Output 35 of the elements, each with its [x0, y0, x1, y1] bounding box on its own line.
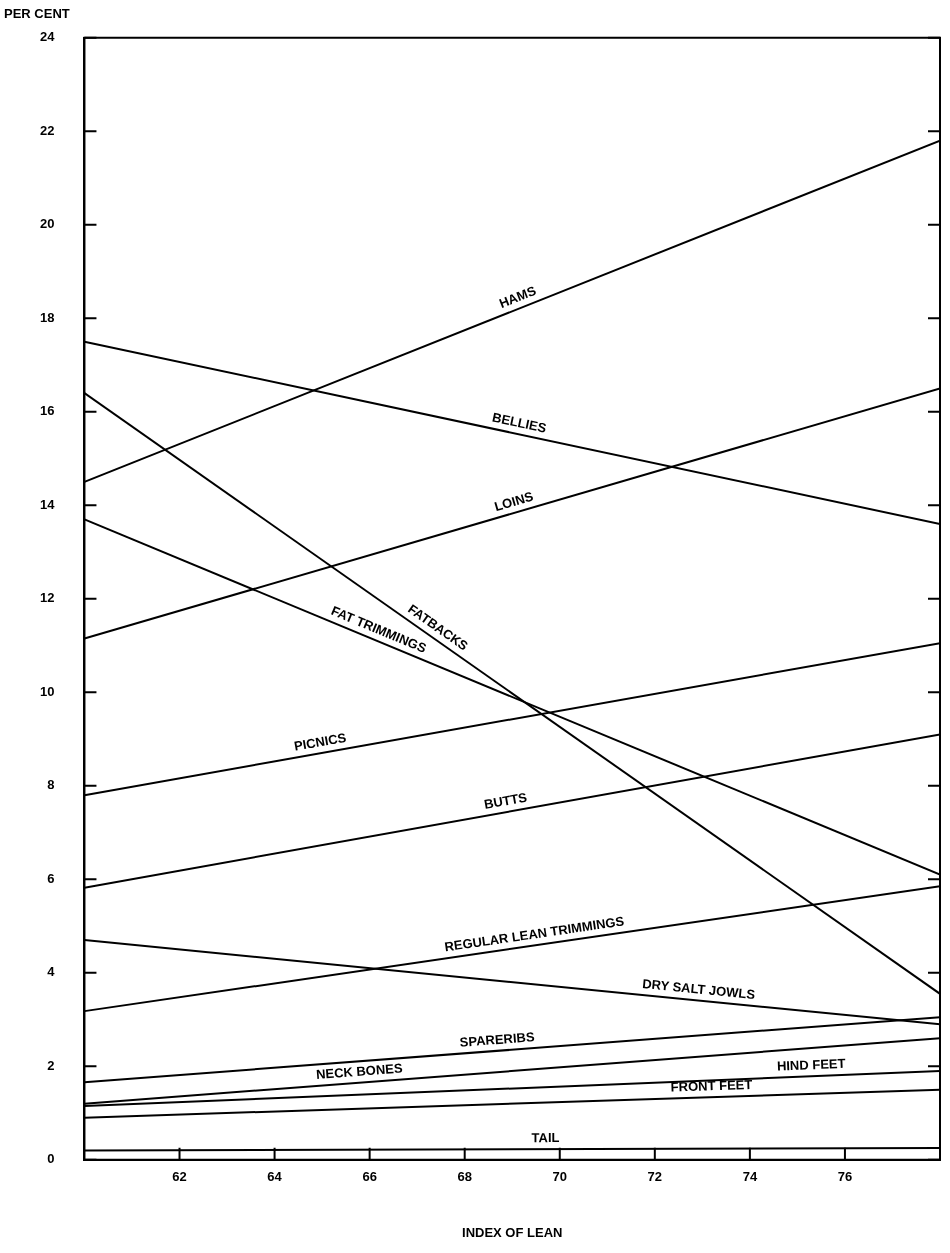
x-tick-label: 64 [267, 1169, 283, 1185]
y-tick-label: 16 [39, 403, 55, 419]
y-tick-label: 12 [39, 590, 55, 606]
y-tick-label: 10 [39, 683, 55, 699]
annotation: NECK BONES [315, 1060, 404, 1083]
annotation: TAIL [531, 1130, 560, 1146]
x-tick-label: 70 [552, 1169, 567, 1185]
x-tick-label: 68 [457, 1169, 472, 1185]
annotation: HAMS [496, 282, 539, 311]
x-axis-title: INDEX OF LEAN [462, 1224, 563, 1240]
y-tick-label: 4 [47, 964, 56, 980]
annotation: HIND FEET [776, 1055, 846, 1074]
x-tick-label: 62 [172, 1169, 187, 1185]
annotation: REGULAR LEAN TRIMMINGS [443, 913, 626, 955]
annotation: DRY SALT JOWLS [641, 976, 757, 1003]
annotation: FRONT FEET [670, 1076, 753, 1095]
y-tick-label: 0 [47, 1151, 55, 1167]
annotation: BELLIES [490, 409, 549, 436]
annotation: PICNICS [292, 729, 348, 754]
y-tick-label: 2 [47, 1057, 55, 1073]
y-tick-label: 24 [39, 29, 56, 45]
x-tick-label: 74 [742, 1169, 758, 1185]
annotation: LOINS [492, 488, 536, 515]
x-tick-label: 76 [837, 1169, 853, 1185]
x-tick-label: 72 [647, 1169, 663, 1185]
y-tick-label: 8 [47, 777, 55, 793]
annotation: SPARERIBS [459, 1029, 536, 1050]
y-tick-label: 22 [39, 122, 55, 138]
y-tick-label: 18 [39, 309, 55, 325]
y-tick-label: 14 [39, 496, 56, 512]
y-tick-label: 20 [39, 216, 55, 232]
annotation: BUTTS [482, 789, 529, 812]
x-tick-label: 66 [362, 1169, 377, 1185]
y-axis-title: PER CENT [4, 5, 70, 21]
y-tick-label: 6 [47, 870, 55, 886]
